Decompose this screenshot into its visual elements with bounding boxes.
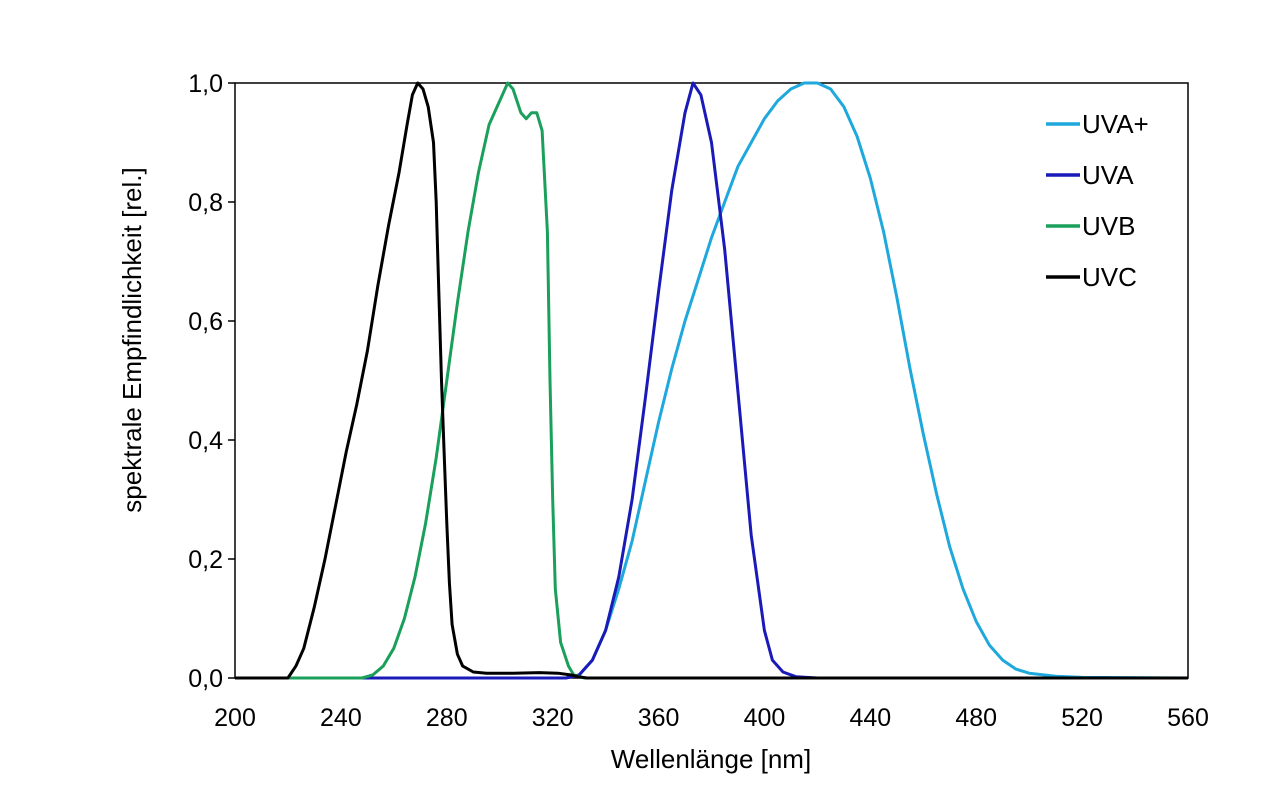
- ticks-layer: 200 240 280 320 360 400 440 480 520 560 0,0 0,2 0,4 0…: [188, 70, 1209, 732]
- series-line-uva-plus: [235, 81, 1189, 680]
- x-tick-label: 400: [744, 704, 786, 732]
- legend: UVA+ UVA UVB UVC: [1046, 109, 1149, 292]
- x-tick-label: 560: [1167, 704, 1209, 732]
- plot-area: [234, 82, 1189, 679]
- x-tick-label: 520: [1061, 704, 1103, 732]
- series-line-uvc: [235, 81, 1188, 680]
- legend-label: UVC: [1082, 262, 1137, 292]
- x-tick-label: 200: [214, 704, 256, 732]
- y-axis-label: spektrale Empfindlichkeit [rel.]: [117, 167, 147, 512]
- x-tick-label: 320: [532, 704, 574, 732]
- legend-label: UVA: [1082, 160, 1134, 190]
- y-tick-label: 0,8: [188, 189, 223, 217]
- x-tick-label: 240: [320, 704, 362, 732]
- series-line-uvb: [235, 81, 1188, 680]
- series-line-uva: [235, 81, 1188, 680]
- x-axis-label: Wellenlänge [nm]: [611, 744, 811, 774]
- series-layer: [235, 81, 1189, 680]
- legend-label: UVA+: [1082, 109, 1149, 139]
- y-tick-label: 0,0: [188, 665, 223, 693]
- x-tick-label: 480: [955, 704, 997, 732]
- x-tick-label: 360: [638, 704, 680, 732]
- y-tick-label: 1,0: [188, 70, 223, 98]
- y-tick-label: 0,4: [188, 427, 223, 455]
- x-tick-label: 280: [426, 704, 468, 732]
- legend-label: UVB: [1082, 211, 1135, 241]
- y-tick-label: 0,6: [188, 308, 223, 336]
- x-tick-label: 440: [849, 704, 891, 732]
- y-tick-label: 0,2: [188, 546, 223, 574]
